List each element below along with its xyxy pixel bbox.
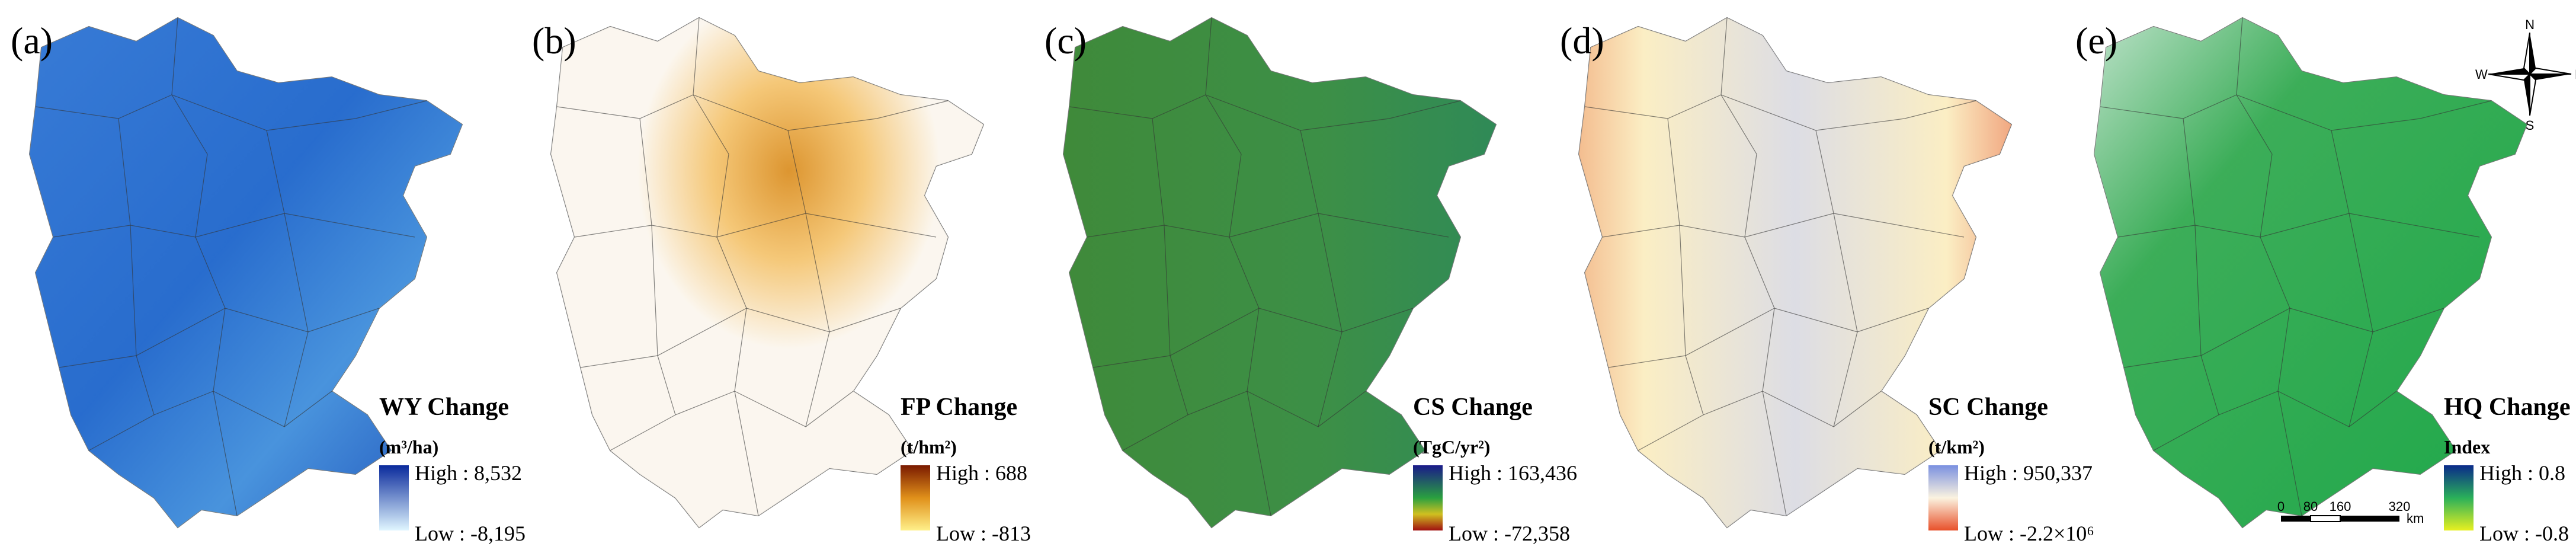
panel-label: (b) [532,20,576,62]
county-border [787,130,830,427]
scale-label: 160 [2330,499,2351,514]
county-border [580,308,901,368]
county-border [266,130,309,427]
legend-title: SC Change [1928,394,2048,421]
compass-w: W [2475,67,2488,82]
county-border [59,308,380,368]
county-border [1815,130,1858,427]
panel-label: (d) [1560,20,1604,62]
legend-high: High : 950,337 [1964,461,2093,485]
compass-n: N [2525,17,2535,32]
legend-unit: (t/hm²) [901,436,957,458]
county-border [2117,213,2480,238]
county-border [1638,391,1882,451]
legend-low: Low : -813 [936,522,1031,545]
panel: (c) CS Change (TgC/yr²) High : 163,436 Low :… [1045,17,1577,545]
county-border [1667,118,1704,415]
county-border [2331,130,2373,427]
legend-high: High : 8,532 [415,461,522,485]
panel-label: (a) [11,20,53,62]
legend-ramp [901,465,930,530]
map-shade [1063,18,1496,528]
scale-label: 320 [2389,499,2411,514]
legend-title: CS Change [1413,394,1533,421]
county-border [556,94,949,131]
legend-unit: (m³/ha) [379,436,438,458]
county-border [1122,391,1366,451]
legend-high: High : 163,436 [1449,461,1577,485]
legend-high: High : 688 [936,461,1027,485]
legend-ramp [379,465,409,530]
legend-low: Low : -0.8 [2479,522,2569,545]
county-border [1584,94,1976,131]
legend-title: WY Change [379,394,509,421]
panel: (b) FP Change (t/hm²) High : 688 Low : -813 [532,17,1031,545]
legend-title: HQ Change [2444,394,2571,421]
legend-low: Low : -72,358 [1449,522,1570,545]
county-border [1092,308,1414,368]
legend-low: Low : -8,195 [415,522,526,545]
legend-title: FP Change [901,394,1017,421]
county-border [1152,118,1188,415]
legend-unit: (t/km²) [1928,436,1985,458]
scale-bar: 0 80 160 320 km [2277,499,2424,526]
county-border [2153,391,2397,451]
county-border [1602,213,1965,238]
scale-label: 0 [2277,499,2285,514]
panel: (e) HQ Change Index High : 0.8 Low : -0.8 [2075,17,2571,545]
county-border [2183,118,2219,415]
county-border [1300,130,1343,427]
county-border [118,118,155,415]
county-border [610,391,854,451]
map-shade [1579,18,2011,528]
county-border [1087,213,1449,238]
county-border [2100,94,2492,131]
scale-label: 80 [2303,499,2318,514]
county-border [574,213,937,238]
scale-unit: km [2407,511,2424,526]
legend-ramp [1413,465,1443,530]
county-border [53,213,415,238]
map-shade [30,18,462,528]
legend-ramp [2444,465,2474,530]
panel-label: (e) [2075,20,2117,62]
county-border [35,94,427,131]
compass: N S E W [2475,17,2576,133]
panel: (d) SC Change (t/km²) High : 950,337 Low : -… [1560,17,2094,545]
legend-low: Low : -2.2×10⁶ [1964,522,2094,545]
county-border [88,391,332,451]
county-border [1069,94,1461,131]
legend-ramp [1928,465,1958,530]
panel-label: (c) [1045,20,1087,62]
legend-high: High : 0.8 [2479,461,2565,485]
county-border [2123,308,2444,368]
panel: (a) WY Change (m³/ha) High : 8,532 Low : -8,… [11,17,526,545]
county-border [639,118,676,415]
legend-unit: (TgC/yr²) [1413,436,1490,458]
legend-unit: Index [2444,436,2490,458]
map-shade [2094,18,2527,528]
map-shade [551,18,983,528]
county-border [1608,308,1929,368]
compass-s: S [2526,118,2535,133]
compass-e: E [2575,67,2576,82]
